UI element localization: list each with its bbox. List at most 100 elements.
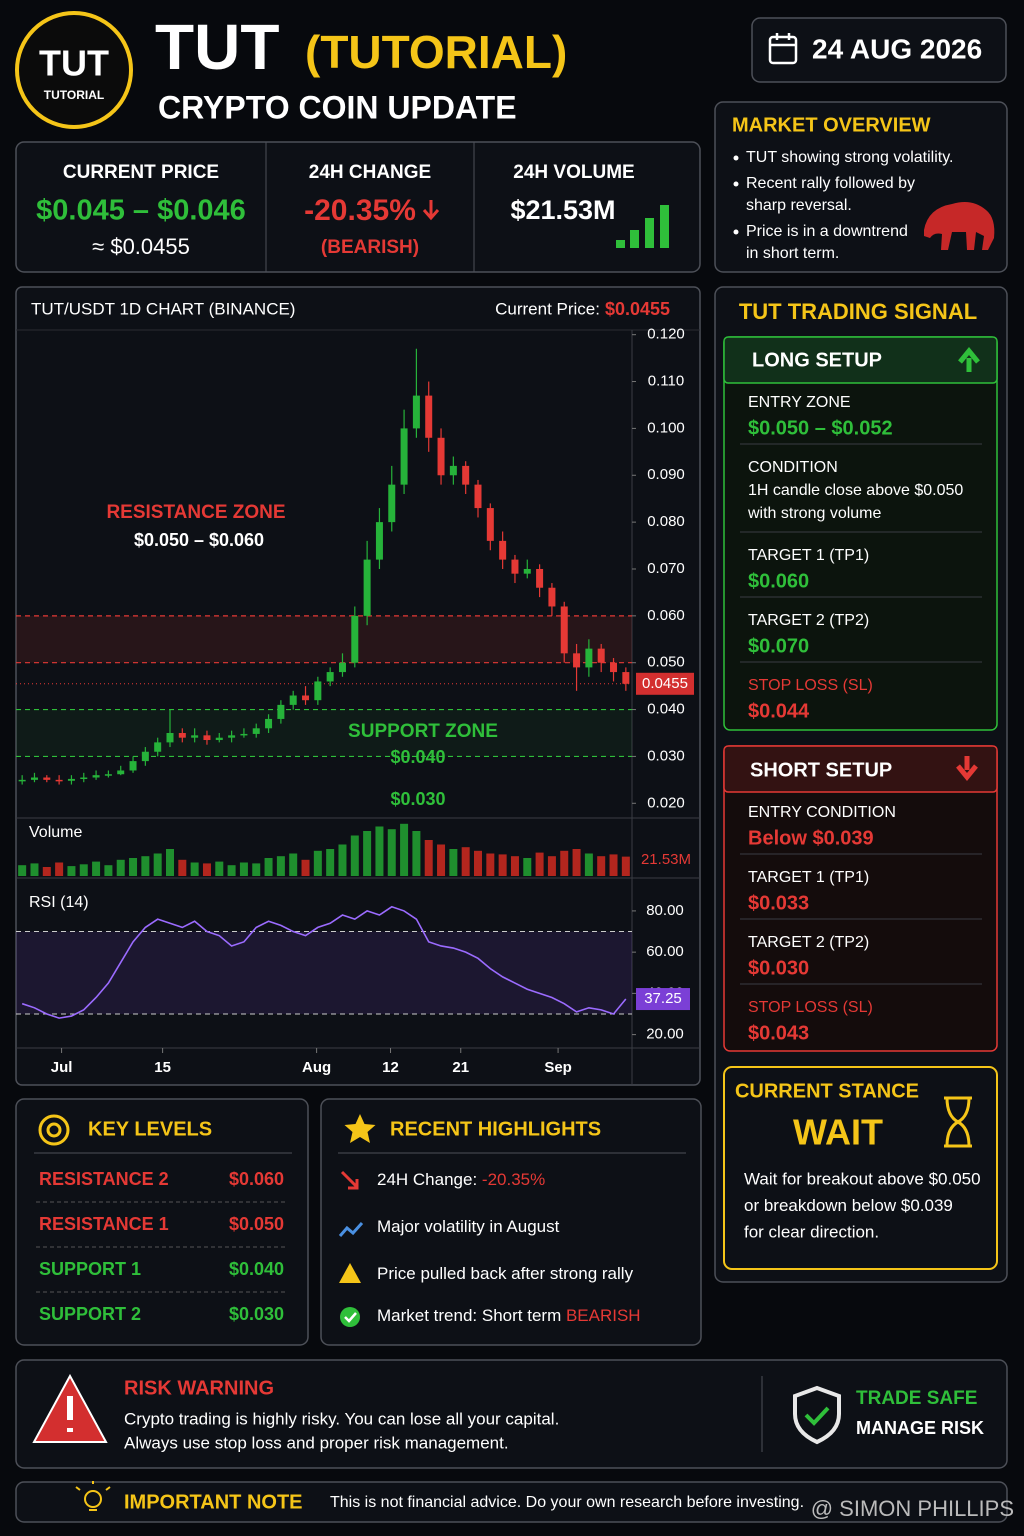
rsi-tag [636,988,690,1011]
setup-value: $0.070 [748,635,809,657]
setup-label: TARGET 2 (TP2) [748,934,869,951]
volume-bar [18,865,27,876]
candle-body [326,672,334,682]
candle-body [610,662,618,673]
level-value: $0.030 [229,1304,284,1324]
stats-box [15,141,701,273]
volume-bar [227,865,236,876]
annotation: $0.050 – $0.060 [134,530,264,550]
candle-body [351,615,359,663]
candle-body [486,508,494,541]
bullet-text: TUT showing strong volatility. [746,149,953,166]
current-price-tag [636,672,694,695]
highlight-accent: BEARISH [566,1306,641,1325]
volume-bar [437,844,446,876]
candle-body [203,735,211,741]
calendar-icon [768,33,798,65]
candle-body [277,704,285,719]
bullet-text: Price is in a downtrend [746,223,908,240]
logo-sub: TUTORIAL [44,88,104,102]
logo-text: TUT [39,43,109,84]
level-name: RESISTANCE 1 [39,1214,169,1234]
check-icon [340,1307,360,1327]
volume-bar [141,856,150,876]
volume-bar [30,863,39,876]
highlight-text: 24H Change: [377,1170,482,1189]
volume-bar [449,849,458,876]
setup-value: $0.050 – $0.052 [748,417,893,439]
down-arrow [422,200,440,221]
badge-sub: MANAGE RISK [856,1418,984,1438]
x-tick-label: 15 [154,1059,171,1076]
bulb-icon [75,1481,111,1511]
setup-value: $0.030 [748,957,809,979]
warning-icon [339,1263,361,1283]
check-mark [344,1312,357,1323]
setup-label: TARGET 1 (TP1) [748,869,869,886]
current-price-tag-label: 0.0455 [642,675,688,692]
stance-value: WAIT [793,1112,883,1153]
logo-ring [15,11,133,129]
candle-body [302,695,310,701]
volume-bar [79,864,88,876]
volume-bar [116,859,125,876]
key-levels-box [15,1098,309,1346]
shield-check [804,1406,830,1426]
setup-value: with strong volume [747,505,881,522]
candle-body [338,662,346,673]
candle-body [314,681,322,701]
setup-value: $0.060 [748,570,809,592]
volume-bar [474,850,482,876]
highlight: Price pulled back after strong rally [377,1264,634,1283]
candle-body [474,484,482,509]
volume-bar [547,856,556,876]
candle-body [43,777,51,780]
stat-label: CURRENT PRICE [63,162,219,183]
x-tick-label: 21 [452,1059,469,1076]
star-icon [344,1114,376,1143]
candle-body [560,606,568,654]
stat-sub: (BEARISH) [321,237,419,258]
long-header [723,336,998,384]
level-value: $0.040 [229,1259,284,1279]
candle-body [289,695,297,705]
bullet [733,181,739,187]
highlights-box [320,1098,702,1346]
resistance-zone [16,615,632,663]
volume-icon [616,205,669,248]
x-tick-label: Aug [302,1059,331,1076]
candle-body [597,648,605,663]
candle-body [585,648,593,668]
volume-label: 21.53M [641,851,691,868]
y-tick-label: 0.100 [647,419,685,436]
volume-bar [338,844,347,876]
stat-value: -20.35% [304,194,416,227]
highlight-text: Market trend: Short term [377,1306,566,1325]
highlight-accent: -20.35% [482,1170,545,1189]
candle-body [30,777,38,780]
stance-text: or breakdown below $0.039 [744,1196,953,1215]
volume-bar [387,829,396,876]
stat-label: 24H VOLUME [513,162,634,183]
note-text: This is not financial advice. Do your ow… [330,1494,804,1511]
highlight: Major volatility in August [377,1217,560,1236]
candle-body [141,751,149,762]
volume-bar [55,862,64,876]
y-tick-label: 0.090 [647,466,685,483]
rsi-band [16,931,632,1014]
section-title: KEY LEVELS [88,1118,212,1140]
support-zone [16,709,632,757]
level-value: $0.050 [229,1214,284,1234]
candle-body [437,437,445,476]
y-tick-label: 0.020 [647,794,685,811]
candle-body [215,737,223,741]
badge-title: TRADE SAFE [856,1388,977,1409]
volume-bar [153,853,162,876]
highlight-text: Major volatility in August [377,1217,560,1236]
bullet [733,229,739,235]
risk-text: Always use stop loss and proper risk man… [124,1433,509,1452]
volume-bar [289,853,298,876]
annotation: $0.030 [390,789,445,809]
